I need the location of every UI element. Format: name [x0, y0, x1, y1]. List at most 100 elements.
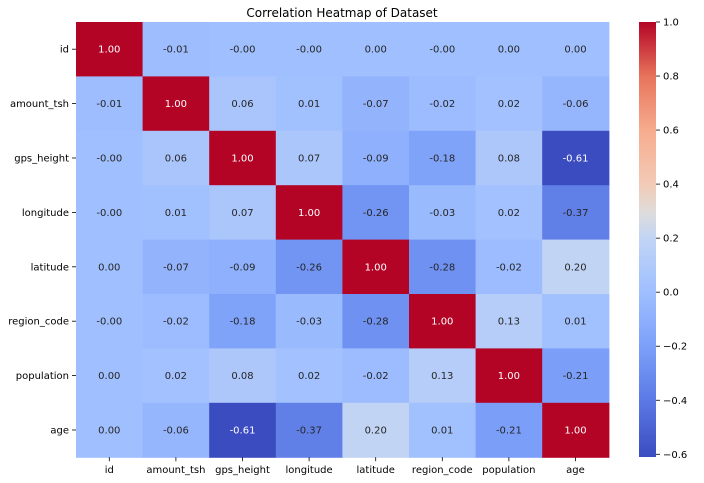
y-tick-label: population: [16, 371, 69, 382]
heatmap-cell: [542, 348, 610, 404]
heatmap-cell-label: 0.01: [165, 208, 187, 219]
heatmap-cell-label: 1.00: [564, 426, 586, 437]
heatmap-cell: [542, 294, 610, 349]
heatmap-cell: [275, 130, 343, 186]
heatmap-cell: [142, 130, 210, 186]
x-tick-label: region_code: [412, 465, 473, 476]
heatmap-cell: [475, 185, 543, 241]
heatmap-cell: [542, 130, 610, 186]
colorbar-tick-label: 0.2: [663, 234, 679, 245]
heatmap-cell-label: -0.28: [429, 262, 455, 273]
heatmap-cell: [209, 239, 277, 295]
heatmap-cell-label: 0.02: [498, 208, 520, 219]
heatmap-cell: [76, 402, 144, 458]
heatmap-cell: [542, 185, 610, 241]
heatmap-cell-label: -0.28: [363, 317, 389, 328]
heatmap-cell: [209, 22, 277, 77]
heatmap-cell: [275, 348, 343, 404]
heatmap-cell: [142, 348, 210, 404]
heatmap-cell-label: -0.01: [96, 99, 122, 110]
x-tick-label: latitude: [357, 465, 395, 476]
heatmap-cell-label: 1.00: [165, 99, 187, 110]
colorbar-ticks: −0.6 −0.4 −0.2 0.0 0.2 0.4 0.6 0.8 1.0: [656, 18, 687, 461]
heatmap-cell: [475, 76, 543, 132]
heatmap-cell-label: -0.26: [296, 262, 322, 273]
heatmap-cell-label: 0.06: [231, 99, 253, 110]
heatmap-cell: [342, 22, 410, 77]
heatmap-cell: [409, 76, 477, 132]
heatmap-cell: [76, 22, 144, 77]
heatmap-cell-label: 0.08: [231, 371, 253, 382]
heatmap-cell-labels: 1.00 -0.01 -0.00 -0.00 0.00 -0.00 0.00 0.00 -0.0…: [96, 45, 588, 437]
x-tick-label: gps_height: [215, 465, 270, 476]
x-tick-label: id: [105, 465, 114, 476]
heatmap-cell-label: 0.20: [365, 426, 387, 437]
heatmap-cell-label: -0.18: [429, 154, 455, 165]
heatmap-cell-label: 1.00: [365, 262, 387, 273]
heatmap-cell-label: -0.02: [496, 262, 522, 273]
heatmap-cell-label: -0.00: [429, 45, 455, 56]
heatmap-cell: [475, 402, 543, 458]
heatmap-cell-label: -0.06: [563, 99, 589, 110]
x-tick-label: age: [566, 465, 585, 476]
heatmap-cell: [275, 22, 343, 77]
heatmap-cell-label: 0.00: [98, 371, 120, 382]
heatmap-cell: [275, 76, 343, 132]
heatmap-cell: [342, 76, 410, 132]
heatmap-cell-label: -0.00: [296, 45, 322, 56]
heatmap-cell: [342, 294, 410, 349]
heatmap-cell: [342, 348, 410, 404]
heatmap-cell-label: 0.00: [564, 45, 586, 56]
heatmap-cell-label: 0.00: [98, 262, 120, 273]
heatmap-cell-label: -0.21: [563, 371, 589, 382]
chart-title: Correlation Heatmap of Dataset: [246, 6, 438, 20]
heatmap-cell-label: 1.00: [98, 45, 120, 56]
colorbar-tick-label: −0.6: [663, 450, 687, 461]
heatmap-cells: [76, 22, 610, 458]
heatmap-cell-label: 0.02: [298, 371, 320, 382]
heatmap-cell: [142, 22, 210, 77]
heatmap-cell: [76, 294, 144, 349]
heatmap-cell: [342, 130, 410, 186]
heatmap-cell-label: 0.01: [564, 317, 586, 328]
heatmap-cell: [209, 185, 277, 241]
heatmap-cell-label: 0.00: [365, 45, 387, 56]
heatmap-cell: [409, 185, 477, 241]
heatmap-cell-label: -0.37: [296, 426, 322, 437]
x-tick-label: amount_tsh: [146, 465, 205, 476]
heatmap-cell: [409, 348, 477, 404]
colorbar-tick-label: 0.0: [663, 288, 679, 299]
heatmap-cell-label: -0.00: [96, 208, 122, 219]
heatmap-cell-label: 0.00: [498, 45, 520, 56]
heatmap-cell-label: 1.00: [298, 208, 320, 219]
heatmap-cell: [142, 402, 210, 458]
heatmap-cell-label: -0.61: [230, 426, 256, 437]
heatmap-cell: [409, 130, 477, 186]
y-tick-label: id: [60, 45, 69, 56]
heatmap-cell: [542, 22, 610, 77]
heatmap-cell-label: -0.03: [296, 317, 322, 328]
heatmap-cell: [76, 130, 144, 186]
heatmap-cell-label: -0.61: [563, 154, 589, 165]
colorbar-tick-label: 0.4: [663, 180, 679, 191]
heatmap-cell: [275, 402, 343, 458]
heatmap-cell-label: -0.09: [230, 262, 256, 273]
heatmap-cell: [275, 185, 343, 241]
heatmap-cell-label: 0.07: [298, 154, 320, 165]
heatmap-cell: [142, 239, 210, 295]
heatmap-cell: [409, 239, 477, 295]
heatmap-cell-label: 0.00: [98, 426, 120, 437]
heatmap-cell: [142, 185, 210, 241]
heatmap-cell: [275, 294, 343, 349]
heatmap-cell-label: -0.01: [163, 45, 189, 56]
heatmap-cell: [275, 239, 343, 295]
heatmap-cell-label: 0.06: [165, 154, 187, 165]
y-tick-label: region_code: [8, 317, 69, 328]
colorbar-tick-label: 1.0: [663, 18, 679, 29]
y-axis-ticks: id amount_tsh gps_height longitude latitude r…: [8, 45, 76, 437]
heatmap-cell: [142, 76, 210, 132]
heatmap-cell: [475, 348, 543, 404]
heatmap-cell-label: -0.06: [163, 426, 189, 437]
heatmap-cell-label: 0.13: [498, 317, 520, 328]
colorbar: −0.6 −0.4 −0.2 0.0 0.2 0.4 0.6 0.8 1.0: [639, 18, 687, 461]
